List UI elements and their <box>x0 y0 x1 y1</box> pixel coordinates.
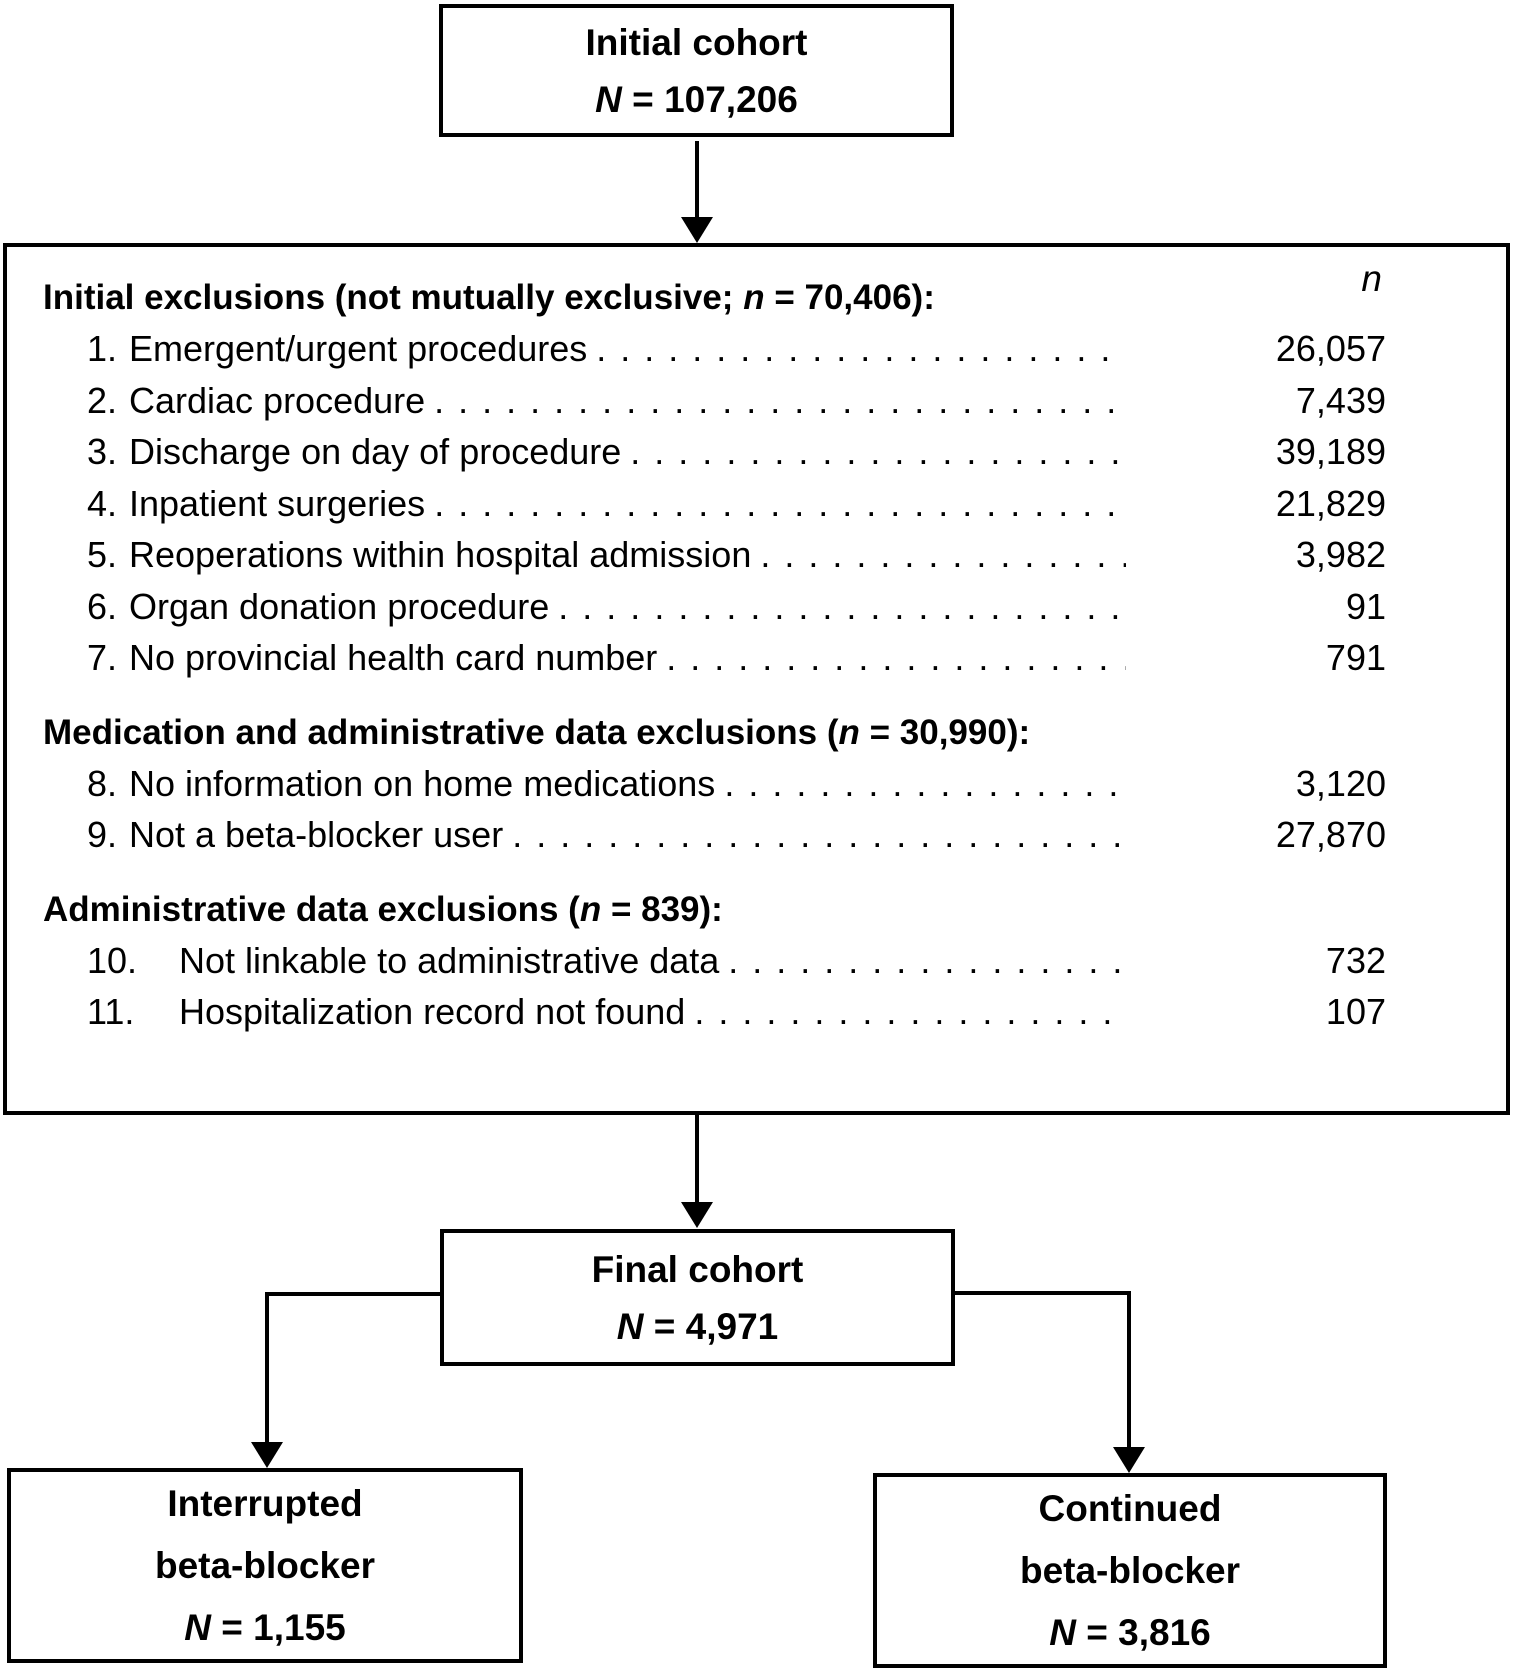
exclusion-row-2: 2. Cardiac procedure 7,439 <box>43 375 1386 427</box>
exclusion-row-10: 10. Not linkable to administrative data 73… <box>43 935 1386 987</box>
initial-cohort-title: Initial cohort <box>585 21 808 63</box>
n-value: = 4,971 <box>643 1305 779 1347</box>
row-value: 39,189 <box>1275 431 1386 472</box>
row-value: 3,982 <box>1295 534 1386 575</box>
row-label: Emergent/urgent procedures <box>129 328 588 369</box>
row-label: Not a beta-blocker user <box>129 814 504 855</box>
n-column-header: n <box>1361 258 1382 299</box>
row-number: 10. <box>87 939 138 981</box>
n-symbol: N <box>595 78 622 120</box>
initial-cohort-box: Initial cohort N = 107,206 <box>439 4 954 137</box>
exclusions-box: n Initial exclusions (not mutually exclu… <box>3 243 1510 1115</box>
continued-n: N = 3,816 <box>1049 1602 1211 1664</box>
branch-left-horizontal-line <box>265 1292 442 1296</box>
dot-leader <box>724 758 1126 810</box>
row-label: Not linkable to administrative data <box>179 939 720 981</box>
row-label: No information on home medications <box>129 762 716 804</box>
row-number: 9. <box>87 814 118 855</box>
section-header-initial-exclusions: Initial exclusions (not mutually exclusi… <box>43 278 935 317</box>
row-number: 6. <box>87 585 118 627</box>
n-symbol: n <box>579 889 602 929</box>
row-number: 1. <box>87 328 118 369</box>
row-label: Organ donation procedure <box>129 585 550 627</box>
final-cohort-n: N = 4,971 <box>617 1298 779 1355</box>
dot-leader <box>434 478 1126 530</box>
dot-leader <box>630 426 1126 478</box>
dot-leader <box>760 529 1126 581</box>
row-value: 3,120 <box>1295 762 1386 804</box>
exclusion-row-6: 6. Organ donation procedure 91 <box>43 581 1386 633</box>
row-number: 5. <box>87 534 118 575</box>
row-value: 91 <box>1345 585 1386 627</box>
arrow-final-to-continued-head <box>1113 1447 1145 1473</box>
row-value: 107 <box>1325 991 1386 1032</box>
n-value: = 3,816 <box>1075 1611 1211 1653</box>
exclusion-row-1: 1. Emergent/urgent procedures 26,057 <box>43 323 1386 375</box>
initial-cohort-n: N = 107,206 <box>595 71 798 128</box>
arrow-initial-to-exclusions-line <box>695 141 699 221</box>
continued-line2: beta-blocker <box>1019 1549 1240 1591</box>
exclusion-row-4: 4. Inpatient surgeries 21,829 <box>43 478 1386 530</box>
row-number: 11. <box>87 991 135 1032</box>
interrupted-beta-blocker-box: Interrupted beta-blocker N = 1,155 <box>7 1468 523 1663</box>
row-value: 732 <box>1325 939 1386 981</box>
interrupted-n: N = 1,155 <box>184 1597 346 1659</box>
n-value: = 107,206 <box>621 78 798 120</box>
n-symbol: n <box>743 278 765 317</box>
final-cohort-box: Final cohort N = 4,971 <box>440 1229 955 1366</box>
row-label: Discharge on day of procedure <box>129 431 622 472</box>
n-value: = 1,155 <box>210 1606 346 1648</box>
row-value: 26,057 <box>1275 328 1386 369</box>
branch-left-vertical-line <box>265 1292 269 1444</box>
final-cohort-title: Final cohort <box>591 1248 804 1290</box>
row-value: 27,870 <box>1275 814 1386 855</box>
continued-beta-blocker-box: Continued beta-blocker N = 3,816 <box>873 1473 1387 1668</box>
row-value: 791 <box>1325 637 1386 678</box>
branch-right-vertical-line <box>1127 1291 1131 1449</box>
n-symbol: n <box>838 712 860 752</box>
arrow-exclusions-to-final-line <box>695 1115 699 1203</box>
row-number: 3. <box>87 431 118 472</box>
continued-line1: Continued <box>1038 1487 1222 1529</box>
dot-leader <box>666 632 1126 684</box>
row-label: Hospitalization record not found <box>179 991 686 1032</box>
exclusion-row-11: 11. Hospitalization record not found 107 <box>43 986 1386 1038</box>
row-number: 7. <box>87 637 118 678</box>
exclusion-row-8: 8. No information on home medications 3,12… <box>43 758 1386 810</box>
arrow-exclusions-to-final-head <box>681 1202 713 1228</box>
row-number: 8. <box>87 762 118 804</box>
row-label: Inpatient surgeries <box>129 482 426 524</box>
interrupted-line2: beta-blocker <box>154 1544 375 1586</box>
exclusion-row-5: 5. Reoperations within hospital admission… <box>43 529 1386 581</box>
row-value: 7,439 <box>1295 379 1386 421</box>
n-symbol: N <box>1049 1611 1076 1653</box>
section-header-medication-exclusions: Medication and administrative data exclu… <box>43 712 1031 752</box>
branch-right-horizontal-line <box>953 1291 1131 1295</box>
n-symbol: N <box>616 1305 644 1347</box>
dot-leader <box>512 809 1126 861</box>
section-header-administrative-exclusions: Administrative data exclusions (n = 839)… <box>43 889 723 929</box>
row-label: Reoperations within hospital admission <box>129 534 752 575</box>
exclusion-row-7: 7. No provincial health card number 791 <box>43 632 1386 684</box>
arrow-initial-to-exclusions-head <box>681 217 713 243</box>
exclusion-row-9: 9. Not a beta-blocker user 27,870 <box>43 809 1386 861</box>
interrupted-line1: Interrupted <box>167 1482 363 1524</box>
row-label: Cardiac procedure <box>129 379 426 421</box>
arrow-final-to-interrupted-head <box>251 1442 283 1468</box>
dot-leader <box>596 323 1126 375</box>
dot-leader <box>434 375 1126 427</box>
row-number: 4. <box>87 482 118 524</box>
row-number: 2. <box>87 379 118 421</box>
n-symbol: N <box>184 1606 211 1648</box>
dot-leader <box>694 986 1126 1038</box>
dot-leader <box>558 581 1126 633</box>
row-label: No provincial health card number <box>129 637 658 678</box>
dot-leader <box>728 935 1126 987</box>
exclusions-content: n Initial exclusions (not mutually exclu… <box>7 247 1506 1111</box>
row-value: 21,829 <box>1275 482 1386 524</box>
exclusion-row-3: 3. Discharge on day of procedure 39,189 <box>43 426 1386 478</box>
